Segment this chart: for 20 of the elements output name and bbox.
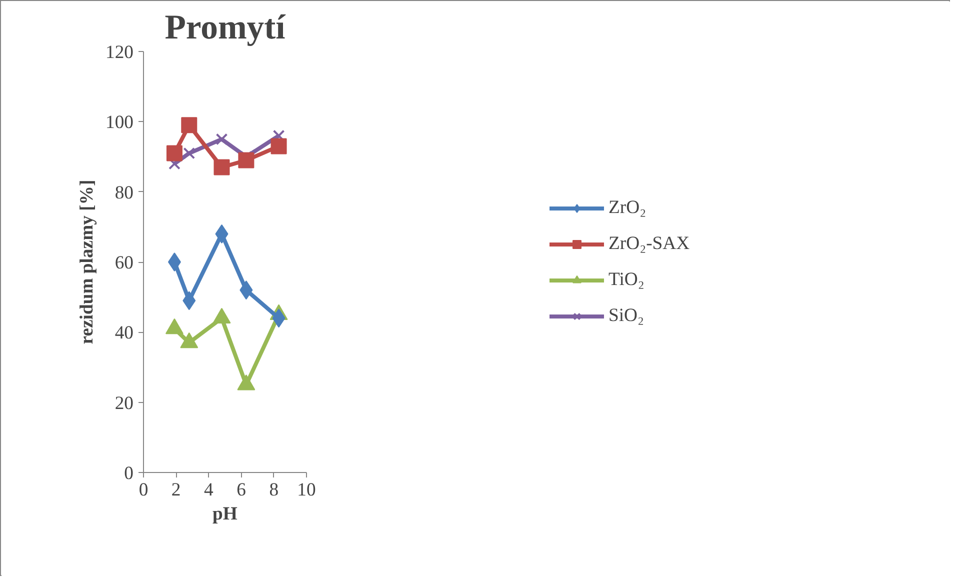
y-tick-label: 0	[124, 463, 134, 484]
x-tick-label: 6	[236, 480, 246, 500]
y-tick-label: 40	[114, 322, 134, 344]
x-tick-label: 0	[138, 480, 148, 500]
chart-title: Promytí	[164, 8, 287, 46]
legend-label: TiO₂	[608, 268, 646, 290]
x-tick-label: 8	[269, 480, 279, 500]
y-tick-label: 60	[114, 252, 134, 274]
y-axis-title: rezidum plazmy [%]	[76, 180, 98, 344]
y-tick-label: 20	[114, 392, 134, 414]
x-tick-label: 2	[171, 480, 181, 500]
legend-label: ZrO₂-SAX	[608, 232, 691, 254]
x-tick-label: 4	[204, 480, 214, 500]
legend-label: SiO₂	[608, 304, 646, 326]
y-tick-label: 100	[106, 112, 134, 134]
y-tick-label: 80	[114, 182, 134, 204]
x-tick-label: 10	[297, 480, 316, 500]
legend-label: ZrO₂	[608, 196, 648, 218]
x-axis-title: pH	[212, 504, 238, 524]
y-tick-label: 120	[106, 42, 134, 63]
